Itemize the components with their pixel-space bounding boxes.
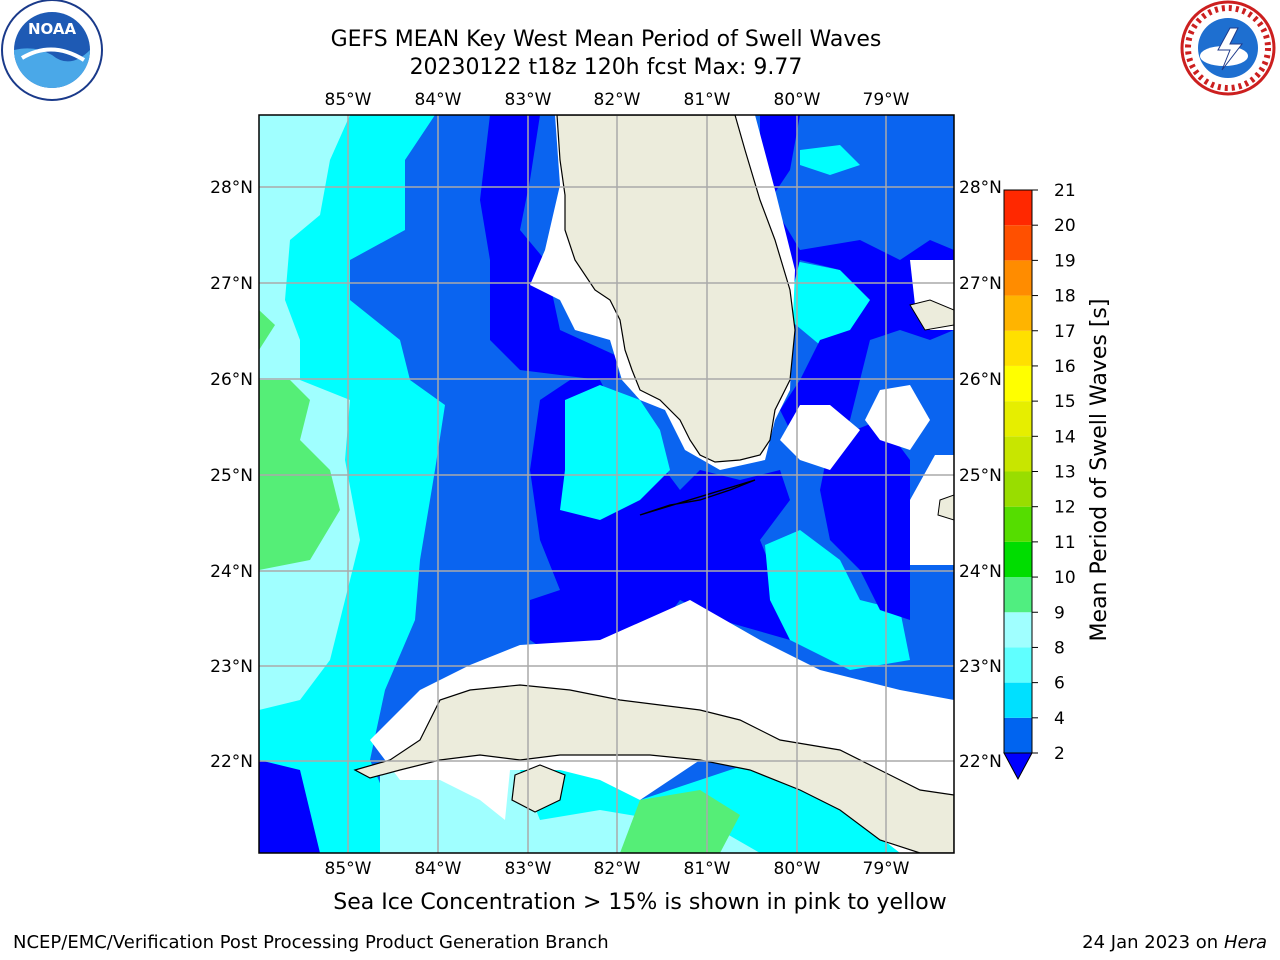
- lat-label: 27°N: [210, 274, 253, 294]
- lon-label: 83°W: [505, 859, 552, 879]
- colorbar-segment: [1004, 401, 1032, 437]
- footer-host: Hera: [1223, 932, 1267, 953]
- noaa-logo-text: NOAA: [28, 20, 77, 38]
- colorbar-tick-label: 8: [1054, 638, 1065, 658]
- lat-labels-right: 28°N 27°N 26°N 25°N 24°N 23°N 22°N: [959, 178, 1002, 772]
- colorbar-tick-label: 12: [1054, 498, 1076, 518]
- chart-title: GEFS MEAN Key West Mean Period of Swell …: [330, 27, 882, 52]
- lat-label: 25°N: [210, 466, 253, 486]
- lon-label: 79°W: [863, 859, 910, 879]
- swell-band-deep-east: [760, 115, 954, 440]
- sea-ice-note: Sea Ice Concentration > 15% is shown in …: [333, 890, 947, 915]
- swell-band-deep-central: [480, 115, 790, 660]
- swell-band-cyan-straits: [765, 530, 910, 670]
- lat-label: 28°N: [210, 178, 253, 198]
- colorbar-tick-label: 9: [1054, 603, 1065, 623]
- lon-label: 80°W: [774, 859, 821, 879]
- colorbar-tick-label: 20: [1054, 216, 1076, 236]
- lat-label: 22°N: [210, 752, 253, 772]
- lat-label: 23°N: [210, 657, 253, 677]
- colorbar-segment: [1004, 436, 1032, 472]
- swell-band-deep-east-south: [820, 420, 910, 620]
- swell-band-green-south: [620, 790, 740, 853]
- florida-keys: [639, 479, 756, 516]
- colorbar-segment: [1004, 647, 1032, 683]
- colorbar-tick-label: 14: [1054, 427, 1076, 447]
- colorbar-segment: [1004, 260, 1032, 296]
- swell-band-green-nw: [259, 310, 275, 350]
- swell-band-cyan-keys: [560, 385, 670, 520]
- colorbar-tick-label: 19: [1054, 251, 1076, 271]
- lon-label: 82°W: [594, 859, 641, 879]
- lon-label: 84°W: [415, 859, 462, 879]
- colorbar: 2 4 6 8 9 10 11 12 13 14 15 16 17 18 19 20 21: [1003, 181, 1076, 781]
- lat-label: 26°N: [959, 370, 1002, 390]
- lon-label: 85°W: [325, 90, 372, 110]
- colorbar-segment: [1004, 295, 1032, 331]
- lon-label: 81°W: [684, 859, 731, 879]
- lon-label: 84°W: [415, 90, 462, 110]
- nws-logo: [1180, 0, 1276, 96]
- colorbar-tick-label: 6: [1054, 674, 1065, 694]
- lon-labels-bottom: 85°W 84°W 83°W 82°W 81°W 80°W 79°W: [325, 859, 910, 879]
- chart-subtitle: 20230122 t18z 120h fcst Max: 9.77: [409, 55, 803, 80]
- isle-of-youth: [511, 764, 566, 813]
- lat-label: 25°N: [959, 466, 1002, 486]
- noaa-logo: NOAA: [1, 0, 103, 101]
- lat-label: 24°N: [959, 562, 1002, 582]
- colorbar-segment: [1004, 612, 1032, 648]
- footer-date-text: 24 Jan 2023 on: [1082, 932, 1224, 953]
- colorbar-tick-label: 4: [1054, 709, 1065, 729]
- colorbar-tick-label: 18: [1054, 287, 1076, 307]
- bahamas-mask-4: [910, 455, 954, 565]
- colorbar-tick-label: 21: [1054, 181, 1076, 201]
- lat-label: 23°N: [959, 657, 1002, 677]
- lon-label: 81°W: [684, 90, 731, 110]
- colorbar-segment: [1004, 225, 1032, 261]
- map-area: [259, 115, 954, 853]
- colorbar-tick-label: 13: [1054, 463, 1076, 483]
- bahamas-mask-2: [780, 405, 860, 470]
- colorbar-label: Mean Period of Swell Waves [s]: [1087, 299, 1112, 642]
- colorbar-tick-label: 17: [1054, 322, 1076, 342]
- lat-label: 24°N: [210, 562, 253, 582]
- colorbar-tick-label: 11: [1054, 533, 1076, 553]
- map-frame: [258, 114, 955, 854]
- colorbar-tick-label: 10: [1054, 568, 1076, 588]
- lon-labels-top: 85°W 84°W 83°W 82°W 81°W 80°W 79°W: [325, 90, 910, 110]
- lon-label: 79°W: [863, 90, 910, 110]
- lat-label: 27°N: [959, 274, 1002, 294]
- colorbar-segment: [1004, 365, 1032, 402]
- lon-label: 80°W: [774, 90, 821, 110]
- lat-label: 28°N: [959, 178, 1002, 198]
- graticule: [259, 115, 954, 853]
- bahamas-mask-3: [865, 385, 930, 450]
- colorbar-segment: [1004, 330, 1032, 366]
- colorbar-extend-arrow: [1003, 752, 1033, 781]
- lat-label: 26°N: [210, 370, 253, 390]
- lon-label: 85°W: [325, 859, 372, 879]
- lat-labels-left: 28°N 27°N 26°N 25°N 24°N 23°N 22°N: [210, 178, 253, 772]
- swell-band-cyan-ne: [800, 145, 860, 175]
- colorbar-segment: [1004, 577, 1032, 613]
- colorbar-tick-label: 16: [1054, 357, 1076, 377]
- colorbar-segment: [1004, 717, 1032, 753]
- colorbar-segment: [1004, 541, 1032, 578]
- swell-band-deep-southwest: [259, 760, 320, 853]
- colorbar-tick-label: 15: [1054, 392, 1076, 412]
- colorbar-segment: [1004, 682, 1032, 718]
- footer-date: 24 Jan 2023 on Hera: [1082, 932, 1267, 953]
- colorbar-segment: [1004, 190, 1032, 226]
- colorbar-tick-label: 2: [1054, 744, 1065, 764]
- footer-credit: NCEP/EMC/Verification Post Processing Pr…: [13, 932, 609, 953]
- bahamas-land-east: [937, 494, 954, 521]
- colorbar-segment: [1004, 506, 1032, 542]
- bahamas-land: [909, 299, 954, 331]
- lon-label: 83°W: [505, 90, 552, 110]
- lat-label: 22°N: [959, 752, 1002, 772]
- lon-label: 82°W: [594, 90, 641, 110]
- colorbar-segment: [1004, 471, 1032, 507]
